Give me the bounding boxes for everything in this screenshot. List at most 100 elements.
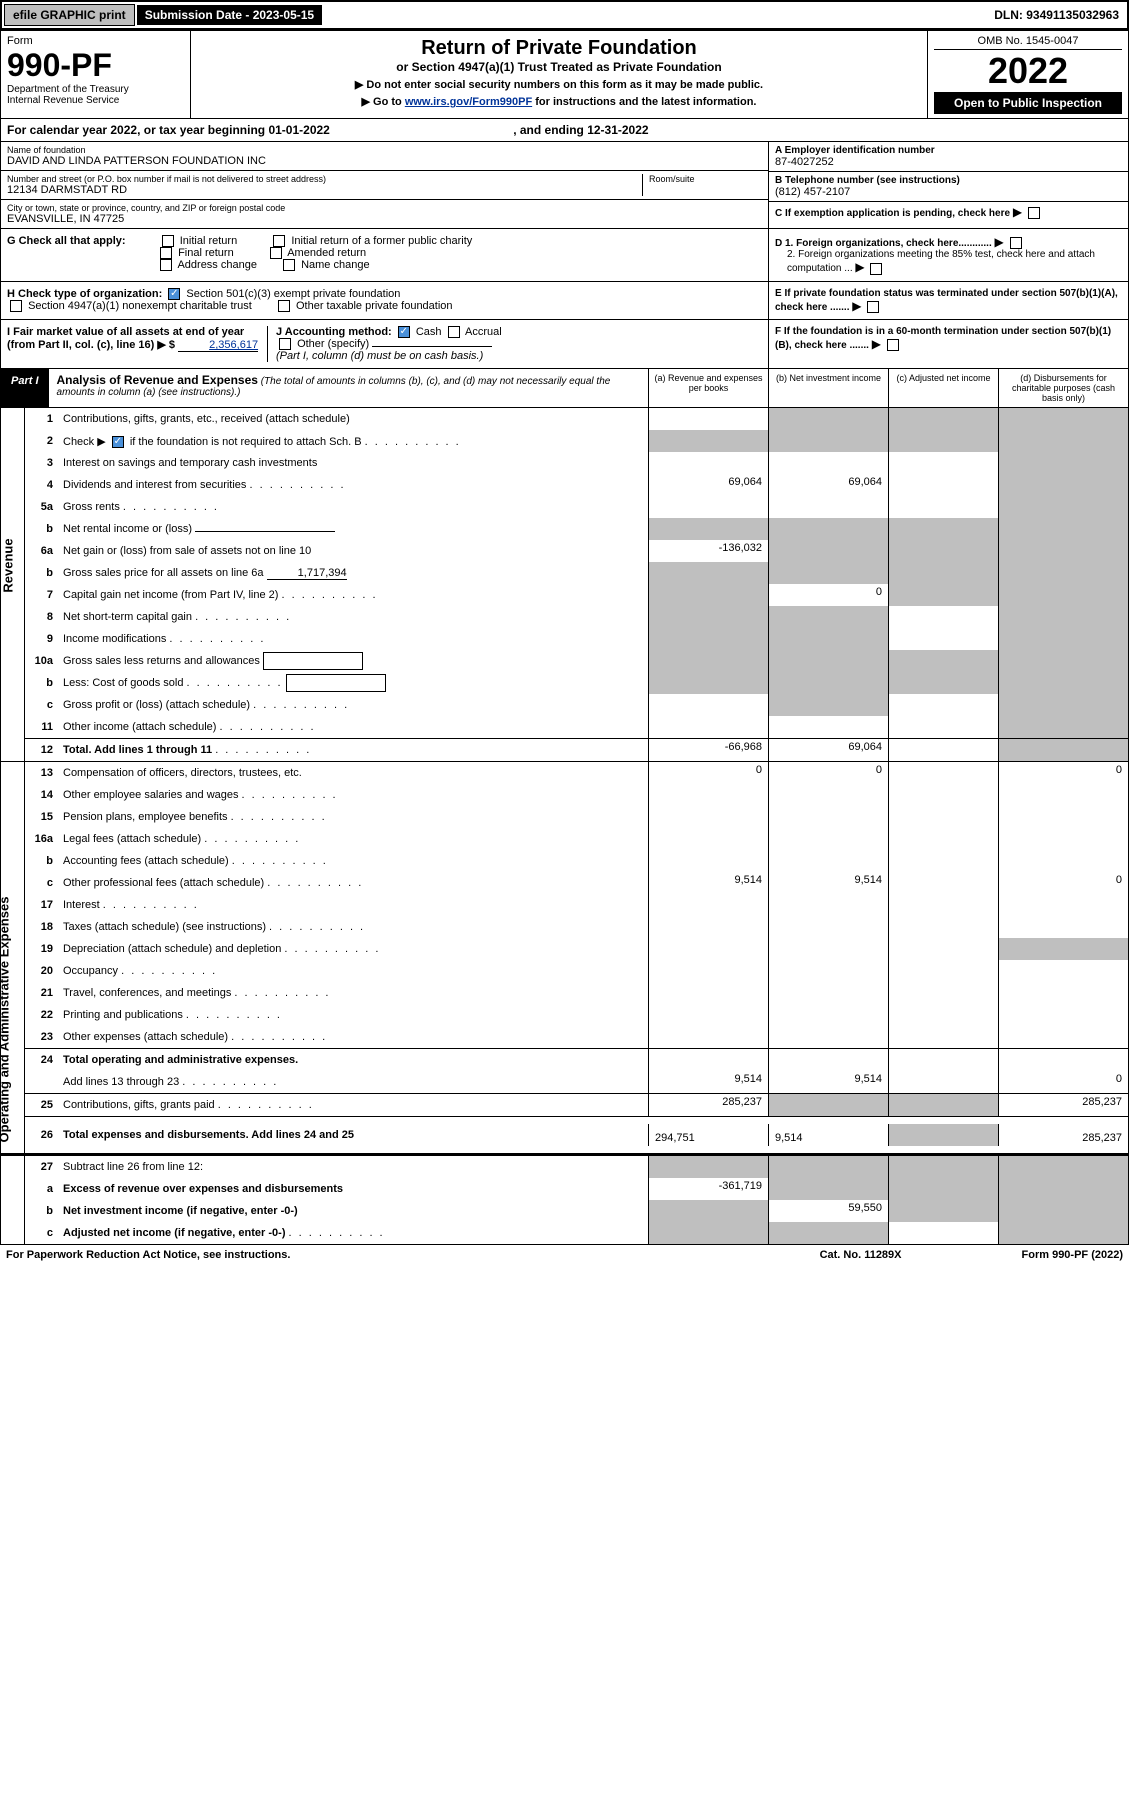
ein-label: A Employer identification number [775, 145, 1122, 156]
revenue-section: Revenue 1Contributions, gifts, grants, e… [0, 408, 1129, 762]
r8-desc: Net short-term capital gain [59, 609, 648, 625]
efile-print-button[interactable]: efile GRAPHIC print [4, 4, 135, 26]
h-501c3-checkbox[interactable] [168, 288, 180, 300]
r27b-desc: Net investment income (if negative, ente… [59, 1203, 648, 1219]
i-fmv-value[interactable]: 2,356,617 [178, 339, 258, 352]
r25-col-d: 285,237 [998, 1094, 1128, 1116]
j-accrual-checkbox[interactable] [448, 326, 460, 338]
r4-col-a: 69,064 [648, 474, 768, 496]
h-opt-1: Section 501(c)(3) exempt private foundat… [186, 288, 400, 300]
r4-col-b: 69,064 [768, 474, 888, 496]
omb-number: OMB No. 1545-0047 [934, 35, 1122, 50]
r16c-col-a: 9,514 [648, 872, 768, 894]
submission-date-label: Submission Date - 2023-05-15 [137, 5, 322, 25]
r19-desc: Depreciation (attach schedule) and deple… [59, 941, 648, 957]
top-bar: efile GRAPHIC print Submission Date - 20… [0, 0, 1129, 30]
r2-schb-checkbox[interactable] [112, 436, 124, 448]
open-to-public-label: Open to Public Inspection [934, 92, 1122, 114]
g-address-change-checkbox[interactable] [160, 259, 172, 271]
g-initial-former-checkbox[interactable] [273, 235, 285, 247]
col-a-header: (a) Revenue and expenses per books [648, 369, 768, 407]
j-other-label: Other (specify) [297, 338, 369, 350]
e-label: E If private foundation status was termi… [775, 288, 1118, 313]
c-checkbox[interactable] [1028, 207, 1040, 219]
r1-desc: Contributions, gifts, grants, etc., rece… [59, 411, 648, 427]
part-1-header: Part I Analysis of Revenue and Expenses … [0, 369, 1129, 408]
footer-form-no: Form 990-PF (2022) [1022, 1249, 1123, 1261]
city-label: City or town, state or province, country… [7, 203, 762, 213]
r12-col-a: -66,968 [648, 739, 768, 761]
r27a-desc: Excess of revenue over expenses and disb… [59, 1181, 648, 1197]
name-label: Name of foundation [7, 145, 762, 155]
addr-label: Number and street (or P.O. box number if… [7, 174, 642, 184]
h-4947-checkbox[interactable] [10, 300, 22, 312]
table-row: Add lines 13 through 23 9,5149,5140 [25, 1071, 1128, 1094]
h-label: H Check type of organization: [7, 288, 162, 300]
r7-desc: Capital gain net income (from Part IV, l… [59, 587, 648, 603]
d2-label: 2. Foreign organizations meeting the 85%… [787, 249, 1095, 274]
d1-checkbox[interactable] [1010, 237, 1022, 249]
table-row: 3Interest on savings and temporary cash … [25, 452, 1128, 474]
r24-col-b: 9,514 [768, 1071, 888, 1093]
e-checkbox[interactable] [867, 301, 879, 313]
j-other-field[interactable] [372, 346, 492, 347]
r6a-desc: Net gain or (loss) from sale of assets n… [59, 543, 648, 559]
r10a-box[interactable] [263, 652, 363, 670]
phone-value: (812) 457-2107 [775, 186, 1122, 198]
arrow-icon: ▶ [852, 299, 861, 313]
j-cash-checkbox[interactable] [398, 326, 410, 338]
cal-pre: For calendar year 2022, or tax year begi… [7, 123, 268, 137]
table-row: bGross sales price for all assets on lin… [25, 562, 1128, 584]
check-section-h: H Check type of organization: Section 50… [0, 282, 1129, 320]
r6b-desc: Gross sales price for all assets on line… [59, 565, 648, 582]
footer-cat-no: Cat. No. 11289X [820, 1249, 902, 1261]
r27a-col-a: -361,719 [648, 1178, 768, 1200]
room-label: Room/suite [649, 174, 762, 184]
r5b-field[interactable] [195, 531, 335, 532]
table-row: 18Taxes (attach schedule) (see instructi… [25, 916, 1128, 938]
expenses-section: Operating and Administrative Expenses 13… [0, 762, 1129, 1154]
foundation-name: DAVID AND LINDA PATTERSON FOUNDATION INC [7, 155, 762, 167]
table-row: bNet rental income or (loss) [25, 518, 1128, 540]
r17-desc: Interest [59, 897, 648, 913]
form-note-link: ▶ Go to www.irs.gov/Form990PF for instru… [197, 95, 921, 108]
g-amended-checkbox[interactable] [270, 247, 282, 259]
form-instructions-link[interactable]: www.irs.gov/Form990PF [405, 96, 532, 108]
f-checkbox[interactable] [887, 339, 899, 351]
table-row: bNet investment income (if negative, ent… [25, 1200, 1128, 1222]
h-other-taxable-checkbox[interactable] [278, 300, 290, 312]
g-final-return-checkbox[interactable] [160, 247, 172, 259]
table-row: 25Contributions, gifts, grants paid 285,… [25, 1094, 1128, 1117]
r13-col-d: 0 [998, 762, 1128, 784]
r5a-desc: Gross rents [59, 499, 648, 515]
d2-checkbox[interactable] [870, 263, 882, 275]
table-row: cOther professional fees (attach schedul… [25, 872, 1128, 894]
r2-desc: Check ▶ if the foundation is not require… [59, 433, 648, 450]
r27b-col-b: 59,550 [768, 1200, 888, 1222]
col-b-header: (b) Net investment income [768, 369, 888, 407]
g-initial-return-checkbox[interactable] [162, 235, 174, 247]
table-row: 2Check ▶ if the foundation is not requir… [25, 430, 1128, 452]
table-row: 22Printing and publications [25, 1004, 1128, 1026]
footer-left: For Paperwork Reduction Act Notice, see … [6, 1249, 290, 1261]
arrow-icon: ▶ [995, 235, 1004, 249]
g-opt-2: Final return [178, 247, 234, 259]
line-27-section: 27Subtract line 26 from line 12: aExcess… [0, 1154, 1129, 1245]
j-other-checkbox[interactable] [279, 338, 291, 350]
arrow-icon: ▶ [872, 337, 881, 351]
h-opt-2: Section 4947(a)(1) nonexempt charitable … [28, 300, 252, 312]
table-row: 21Travel, conferences, and meetings [25, 982, 1128, 1004]
r10b-box[interactable] [286, 674, 386, 692]
table-row: 10aGross sales less returns and allowanc… [25, 650, 1128, 672]
table-row: 24Total operating and administrative exp… [25, 1049, 1128, 1071]
cal-end: 12-31-2022 [587, 123, 648, 137]
g-opt-3: Amended return [287, 247, 366, 259]
note2-pre: ▶ Go to [362, 96, 405, 108]
r12-col-b: 69,064 [768, 739, 888, 761]
g-name-change-checkbox[interactable] [283, 259, 295, 271]
r10c-desc: Gross profit or (loss) (attach schedule) [59, 697, 648, 713]
r26-col-a: 294,751 [648, 1124, 768, 1146]
table-row: 12Total. Add lines 1 through 11 -66,9686… [25, 739, 1128, 761]
table-row: 19Depreciation (attach schedule) and dep… [25, 938, 1128, 960]
r10b-desc: Less: Cost of goods sold [59, 672, 648, 694]
